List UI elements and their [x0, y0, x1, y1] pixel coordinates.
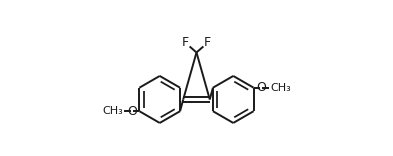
Text: F: F: [182, 36, 189, 49]
Text: F: F: [204, 36, 211, 49]
Text: O: O: [256, 81, 266, 94]
Text: CH₃: CH₃: [270, 83, 291, 93]
Text: CH₃: CH₃: [102, 106, 123, 116]
Text: O: O: [127, 105, 137, 118]
